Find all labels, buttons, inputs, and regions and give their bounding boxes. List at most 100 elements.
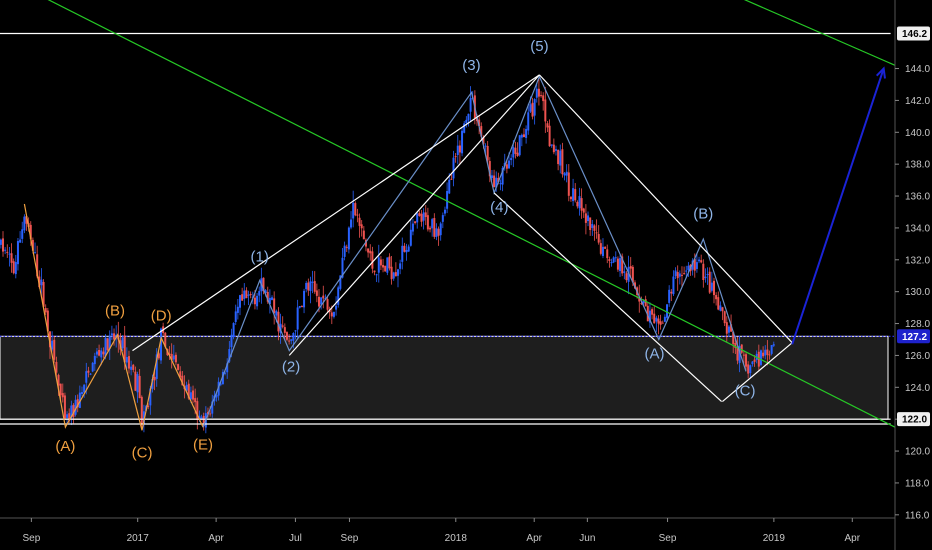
support-zone xyxy=(0,335,889,420)
candle-body xyxy=(55,361,58,373)
candle-body xyxy=(712,280,715,296)
candle-body xyxy=(200,417,203,419)
correction-channel-upper xyxy=(538,74,793,344)
candle-body xyxy=(185,384,188,391)
candle-body xyxy=(666,304,669,318)
candle-body xyxy=(247,294,250,296)
candle-body xyxy=(604,247,607,249)
candle xyxy=(285,331,288,342)
candle xyxy=(0,238,2,249)
candle xyxy=(367,248,370,258)
candle xyxy=(388,253,391,271)
candle xyxy=(382,258,385,273)
candle-body xyxy=(655,317,658,322)
candle-body xyxy=(151,378,154,389)
candle xyxy=(582,207,585,218)
candle xyxy=(461,127,464,157)
candle xyxy=(584,204,587,235)
candle-body xyxy=(533,99,536,116)
candle-body xyxy=(435,228,438,237)
candle-body xyxy=(369,250,372,254)
candle-body xyxy=(742,354,745,356)
candle xyxy=(540,91,543,98)
candle-body xyxy=(153,376,156,381)
candle-body xyxy=(540,95,543,97)
candle xyxy=(399,259,402,275)
candle-body xyxy=(290,339,293,341)
candle-body xyxy=(719,305,722,311)
candle-body xyxy=(127,356,130,369)
candle-body xyxy=(42,281,45,307)
candle-body xyxy=(192,390,195,400)
candle xyxy=(192,385,195,404)
candle-body xyxy=(399,263,402,269)
wave-label-6: (2) xyxy=(282,358,300,375)
candle xyxy=(429,225,432,233)
candle-body xyxy=(704,276,707,279)
candle xyxy=(676,265,679,291)
candle xyxy=(53,336,56,363)
wave-label-11: (B) xyxy=(693,205,713,222)
time-tick-label: 2019 xyxy=(763,533,786,544)
candle-body xyxy=(356,214,359,216)
correction-channel-lower xyxy=(493,192,723,403)
candle xyxy=(335,296,338,316)
candle-body xyxy=(589,217,592,230)
candle-body xyxy=(59,383,62,396)
candle-body xyxy=(350,219,353,228)
candle-body xyxy=(347,227,350,250)
candle xyxy=(328,306,331,319)
candle-body xyxy=(149,388,152,406)
candle xyxy=(2,231,5,257)
candle xyxy=(136,371,139,403)
candle-body xyxy=(258,291,261,296)
candle xyxy=(597,225,600,245)
candle-body xyxy=(685,270,688,272)
candle-body xyxy=(693,258,696,271)
candle xyxy=(435,223,438,241)
candle xyxy=(663,314,666,323)
candle xyxy=(309,276,312,304)
candle xyxy=(241,287,244,302)
candle xyxy=(10,243,13,273)
candle-body xyxy=(332,311,335,317)
candle-body xyxy=(108,336,111,349)
candle xyxy=(420,209,423,227)
candle xyxy=(132,363,135,373)
candle-body xyxy=(315,290,318,296)
candle-body xyxy=(740,344,743,353)
candle-body xyxy=(275,310,278,316)
candle xyxy=(322,285,325,309)
candle xyxy=(343,241,346,261)
candle xyxy=(98,344,101,357)
candle-body xyxy=(433,218,436,237)
wave-labels-layer: (A) (B) (C) (D) (E) (1) (2) (3) (4) (5) (A) (B) (C) xyxy=(55,38,755,461)
candle xyxy=(405,243,408,261)
candle xyxy=(12,258,15,275)
candle xyxy=(102,347,105,358)
candle-body xyxy=(651,309,654,315)
candle-body xyxy=(550,144,553,146)
candle-body xyxy=(768,354,771,356)
candle-body xyxy=(44,308,47,313)
candle-body xyxy=(241,294,244,301)
candle-body xyxy=(354,203,357,216)
candle xyxy=(450,174,453,180)
candle xyxy=(358,213,361,238)
candle-body xyxy=(209,413,212,415)
candle-body xyxy=(266,291,269,302)
candle xyxy=(106,337,109,352)
candle-body xyxy=(601,246,604,256)
candle-body xyxy=(736,347,739,361)
candle xyxy=(44,304,47,315)
candle-body xyxy=(497,177,500,182)
candle xyxy=(354,201,357,217)
time-tick-label: Apr xyxy=(208,533,224,544)
candle xyxy=(288,333,291,345)
candle-body xyxy=(83,384,86,393)
candle-body xyxy=(100,350,103,358)
candle-body xyxy=(725,322,728,334)
candle-body xyxy=(19,239,22,243)
candle-body xyxy=(172,355,175,360)
